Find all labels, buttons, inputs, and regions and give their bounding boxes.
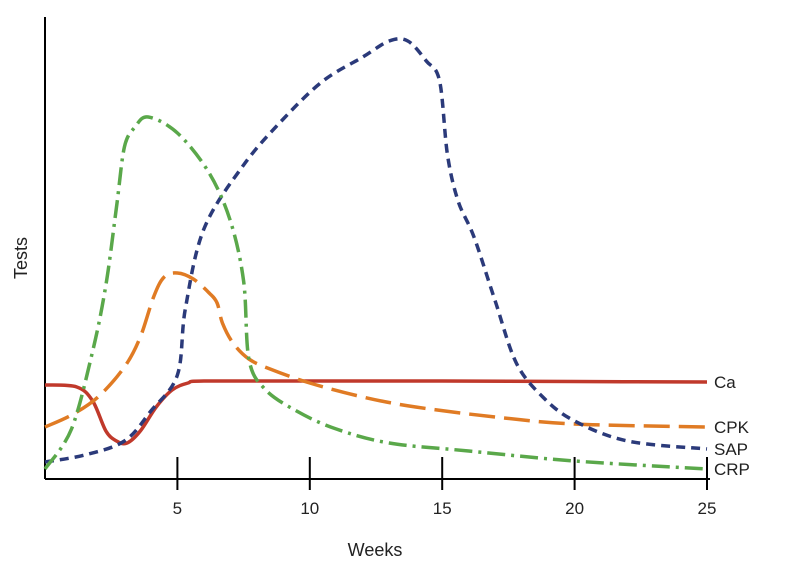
x-axis-title: Weeks xyxy=(348,540,403,560)
x-tick-label: 15 xyxy=(433,499,452,518)
series-label-ca: Ca xyxy=(714,373,736,392)
x-axis-ticks: 5 10 15 20 25 xyxy=(173,457,717,518)
series-label-cpk: CPK xyxy=(714,418,750,437)
series-line-sap xyxy=(44,37,708,464)
series-group xyxy=(43,37,708,471)
series-label-crp: CRP xyxy=(714,460,750,479)
x-tick-label: 5 xyxy=(173,499,182,518)
y-axis-title: Tests xyxy=(11,237,31,279)
x-tick-label: 20 xyxy=(565,499,584,518)
series-line-crp xyxy=(43,115,708,471)
series-line-ca xyxy=(44,379,708,446)
x-tick-label: 10 xyxy=(300,499,319,518)
x-tick-label: 25 xyxy=(698,499,717,518)
series-label-sap: SAP xyxy=(714,440,748,459)
series-line-cpk xyxy=(44,271,708,429)
